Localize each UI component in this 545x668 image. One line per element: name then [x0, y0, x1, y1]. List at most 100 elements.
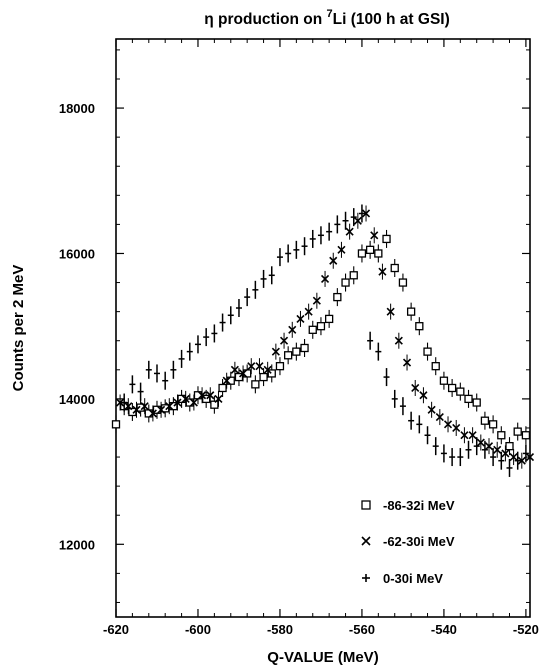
y-axis-ticks: 12000 14000 16000 18000: [59, 49, 530, 603]
square-marker: [415, 317, 424, 336]
x-marker: [493, 441, 502, 458]
square-marker: [300, 338, 309, 357]
square-marker: [374, 244, 383, 263]
x-marker: [320, 270, 330, 287]
x-marker: [173, 394, 182, 411]
y-tick-label: 18000: [59, 101, 95, 116]
plus-marker: [522, 444, 529, 463]
plus-marker: [375, 342, 382, 361]
square-marker: [292, 342, 301, 361]
plus-marker: [170, 360, 177, 379]
plus-marker: [317, 226, 324, 245]
square-marker: [128, 402, 137, 421]
x-marker: [279, 332, 289, 349]
x-marker: [484, 438, 494, 455]
square-marker: [111, 415, 121, 434]
x-marker: [148, 405, 157, 422]
plus-marker: [473, 437, 480, 456]
square-marker: [218, 378, 227, 397]
square-marker: [226, 371, 235, 390]
x-marker: [337, 241, 346, 258]
square-marker: [480, 411, 490, 430]
square-marker: [234, 368, 244, 387]
plus-marker: [350, 208, 357, 227]
square-marker: [341, 273, 350, 292]
square-marker: [464, 389, 473, 408]
x-marker: [132, 401, 141, 418]
x-tick-label: -520: [513, 622, 539, 637]
x-marker: [435, 409, 444, 426]
x-marker: [501, 445, 510, 462]
x-marker: [476, 434, 485, 451]
x-tick-label: -600: [185, 622, 211, 637]
square-marker: [324, 309, 334, 328]
plus-marker: [244, 288, 251, 307]
x-tick-label: -540: [431, 622, 457, 637]
x-marker: [230, 361, 239, 378]
x-marker: [222, 372, 231, 389]
legend-label: 0-30i MeV: [383, 571, 443, 586]
plus-marker: [285, 244, 292, 263]
chart-title: η production on 7Li (100 h at GSI): [204, 8, 450, 28]
plus-marker: [178, 349, 185, 368]
plus-marker: [481, 440, 488, 459]
x-marker: [296, 310, 305, 327]
legend-entry: -62-30i MeV: [361, 534, 455, 549]
plus-marker: [309, 229, 316, 248]
chart-title-suffix: Li (100 h at GSI): [333, 11, 450, 28]
square-marker: [259, 368, 268, 387]
plus-marker: [129, 375, 136, 394]
legend: -86-32i MeV -62-30i MeV 0-30i MeV: [361, 498, 455, 586]
x-marker: [157, 401, 166, 418]
plus-marker: [227, 306, 234, 325]
square-marker: [521, 426, 531, 445]
x-marker: [312, 292, 321, 309]
plus-marker: [186, 342, 193, 361]
plus-marker: [506, 458, 513, 477]
square-marker: [472, 393, 481, 412]
y-tick-label: 16000: [59, 246, 95, 261]
plus-marker: [153, 364, 160, 383]
x-marker: [386, 303, 395, 320]
plus-marker: [367, 331, 374, 350]
plus-marker: [121, 393, 128, 412]
x-marker: [509, 449, 518, 466]
data-markers: [111, 204, 535, 477]
plus-marker: [449, 448, 456, 467]
x-marker: [378, 263, 387, 280]
plus-marker: [498, 451, 505, 470]
x-marker: [288, 321, 297, 338]
plus-marker: [358, 204, 365, 223]
plus-marker: [465, 440, 472, 459]
square-marker: [349, 266, 358, 285]
x-marker: [239, 365, 248, 382]
square-marker: [284, 346, 293, 365]
square-marker: [210, 395, 219, 414]
x-marker: [124, 398, 133, 415]
legend-label: -86-32i MeV: [383, 498, 455, 513]
square-marker: [406, 302, 416, 321]
plus-marker: [457, 448, 464, 467]
x-marker: [214, 390, 223, 407]
chart-title-superscript: 7: [327, 8, 333, 20]
square-marker: [439, 371, 449, 390]
plot-frame: [115, 38, 531, 618]
square-marker: [202, 389, 211, 408]
x-tick-label: -620: [103, 622, 129, 637]
x-tick-label: -560: [349, 622, 375, 637]
plus-marker: [440, 444, 447, 463]
x-marker: [517, 452, 526, 469]
y-tick-label: 14000: [59, 392, 95, 407]
x-marker: [255, 358, 264, 375]
plus-marker: [301, 237, 308, 256]
x-marker: [370, 227, 379, 244]
x-marker: [345, 223, 354, 240]
plus-marker: [432, 437, 439, 456]
square-marker: [267, 364, 276, 383]
x-marker: [189, 394, 198, 411]
square-marker: [423, 342, 432, 361]
square-marker: [251, 375, 260, 394]
plus-marker: [137, 382, 144, 401]
x-marker: [394, 332, 403, 349]
square-marker: [275, 357, 285, 376]
